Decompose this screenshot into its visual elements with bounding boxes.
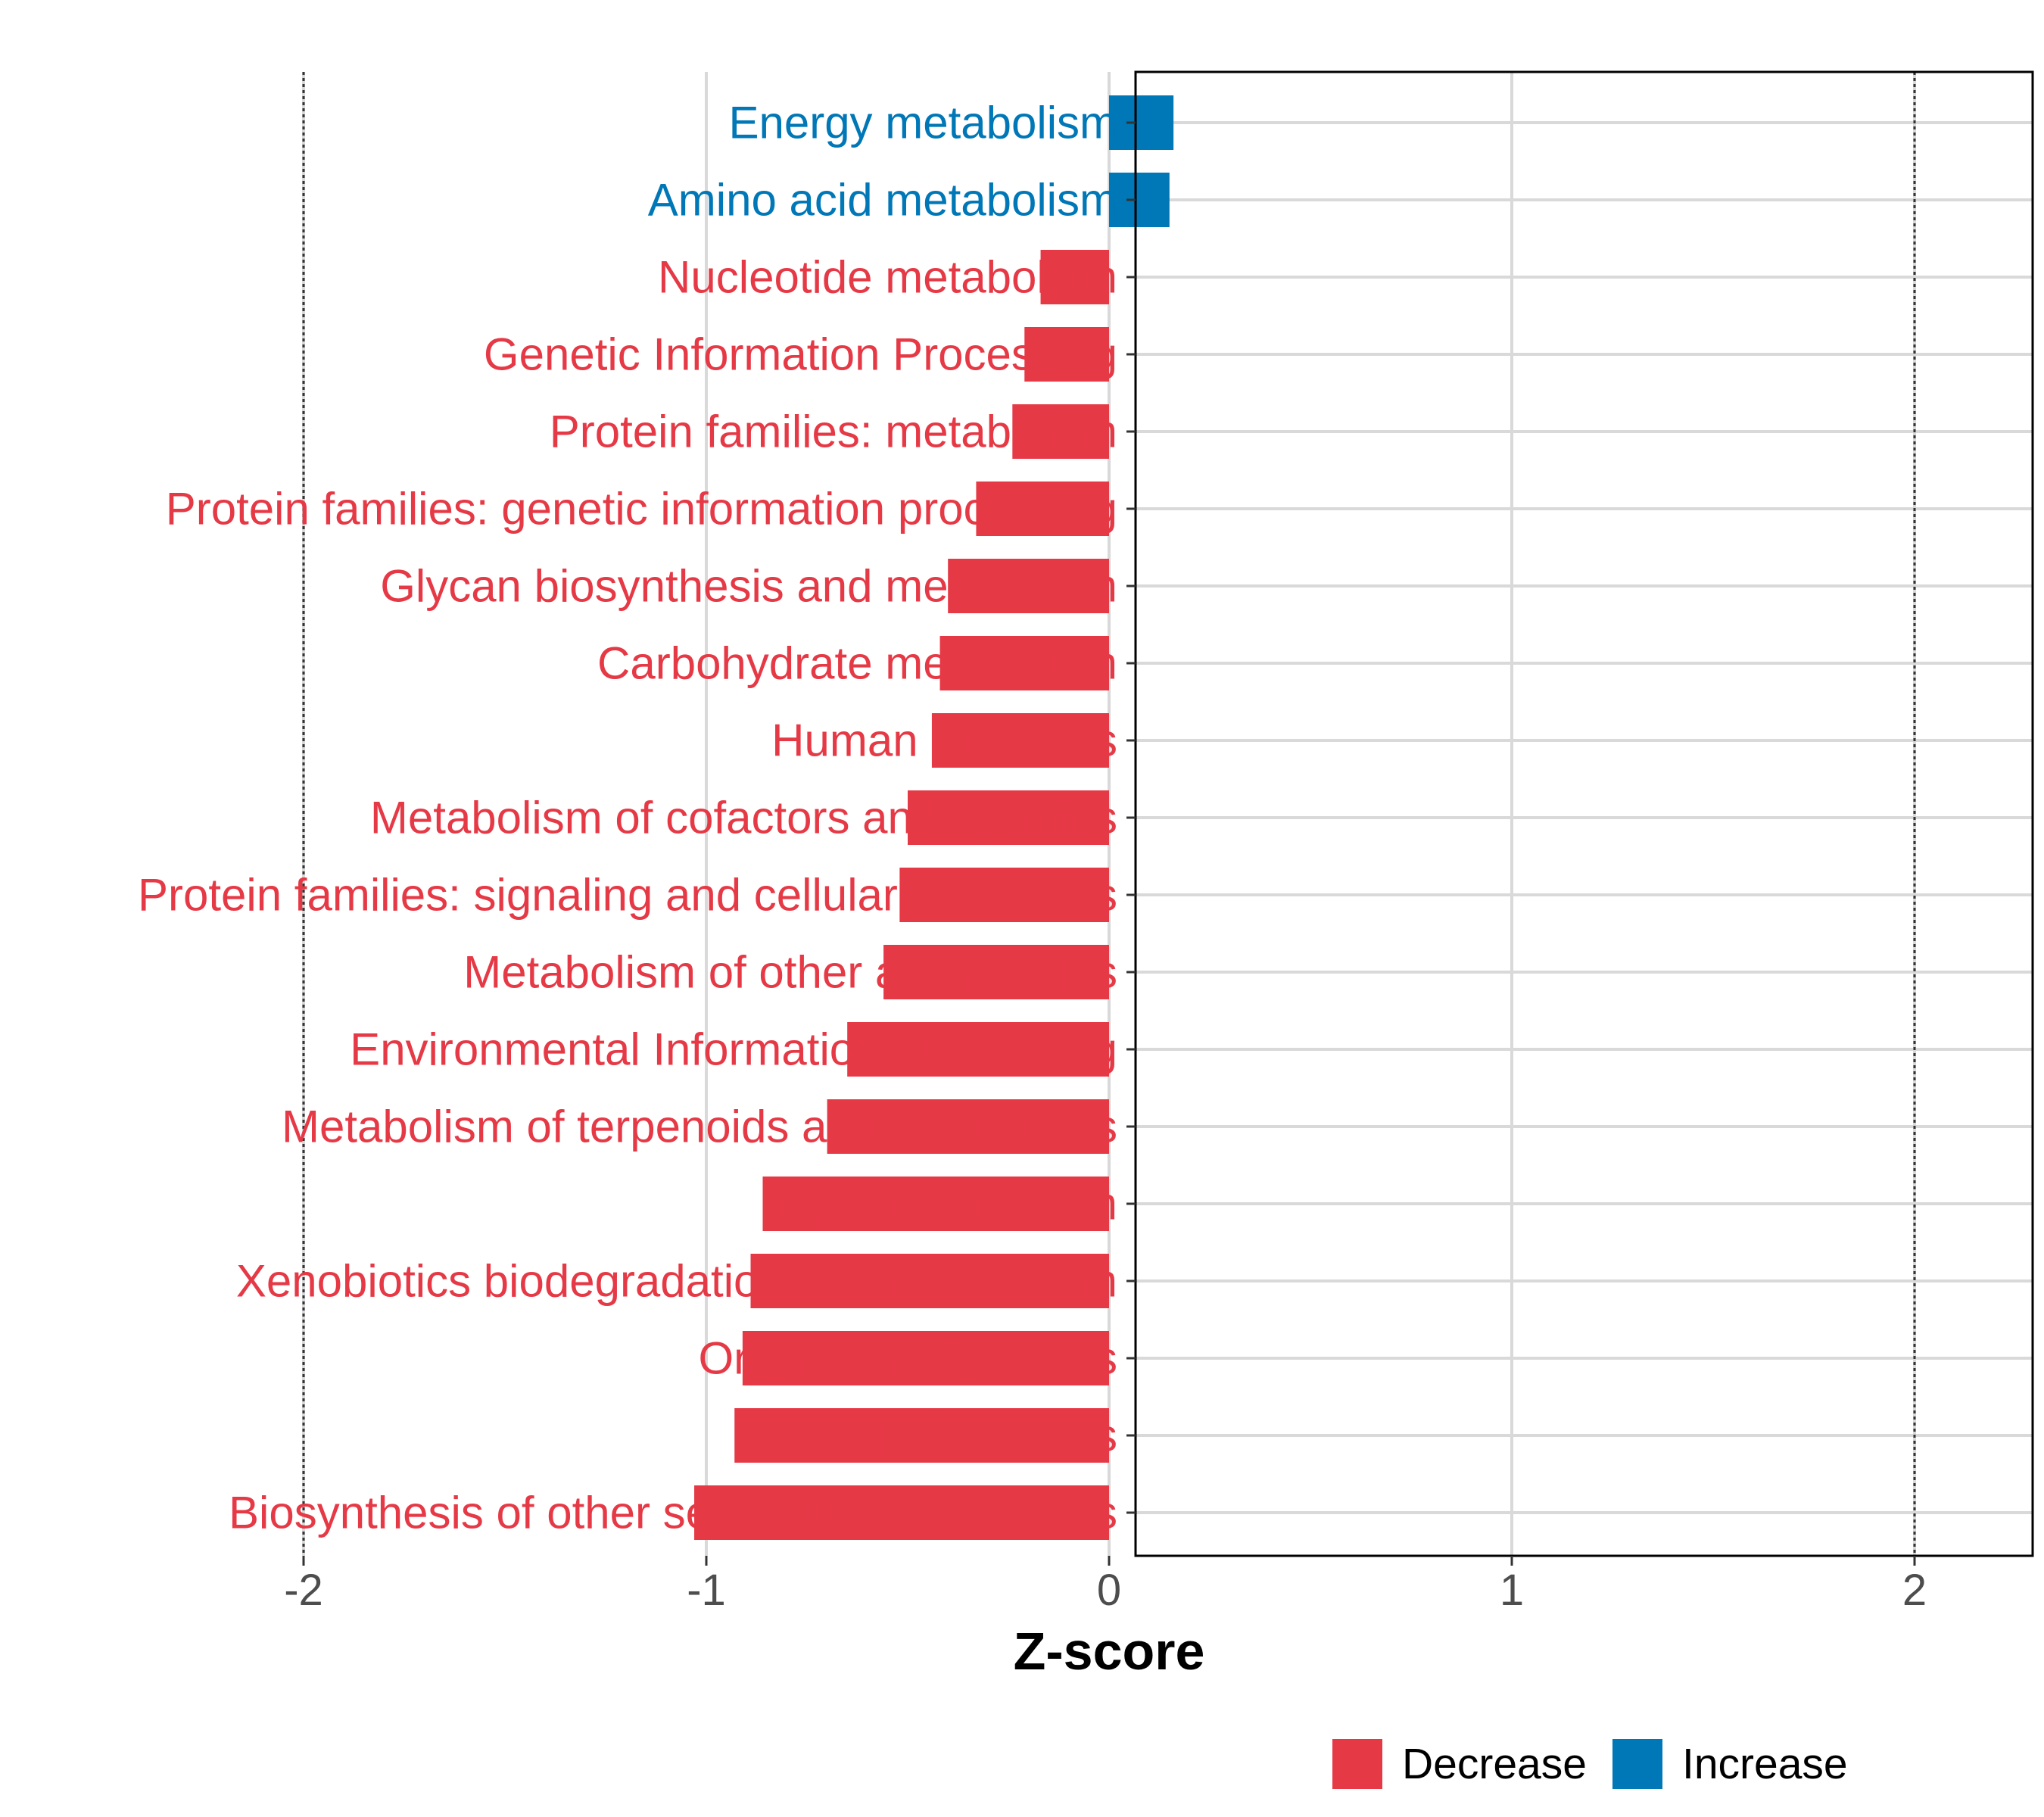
x-tick-label: 0 [1097,1566,1121,1615]
bar-cellular-processes [734,1408,1109,1463]
y-axis-ticks [1126,121,1136,1514]
bar-protein-families-metabolism [1012,404,1109,459]
bar-nucleotide-metabolism [1040,250,1109,304]
category-label: Human Diseases [771,715,1117,766]
reference-lines [302,72,1916,1556]
category-label: Carbohydrate metabolism [597,638,1117,689]
category-label: Protein families: metabolism [550,407,1117,457]
legend-swatch-decrease [1332,1739,1382,1789]
category-label: Glycan biosynthesis and metabolism [380,561,1117,612]
category-label: Energy metabolism [728,98,1117,148]
bar-protein-families-signaling-and-cellular-processes [899,868,1109,922]
category-label: Metabolism of cofactors and vitamins [370,793,1117,843]
bar-human-diseases [931,713,1109,768]
bar-metabolism-of-cofactors-and-vitamins [908,790,1109,845]
x-tick-label: 2 [1902,1566,1927,1615]
category-label: Protein families: genetic information pr… [166,484,1117,535]
category-label: Organismal Systems [699,1333,1117,1384]
category-label: Metabolism of other amino acids [463,947,1117,998]
bars-layer [694,95,1174,1540]
x-tick-label: -1 [687,1566,726,1615]
bar-amino-acid-metabolism [1109,173,1170,227]
category-label: Lipid metabolism [777,1179,1117,1230]
grid-layer [302,72,2033,1556]
category-label: Nucleotide metabolism [658,252,1117,303]
bar-metabolism-of-other-amino-acids [883,945,1109,999]
x-axis: -2 -1 0 1 2 [284,1556,1927,1615]
x-tick-label: -2 [284,1566,323,1615]
legend-swatch-increase [1612,1739,1662,1789]
category-label: Xenobiotics biodegradation and metabolis… [236,1256,1117,1307]
bar-genetic-information-processing [1024,327,1109,382]
bar-lipid-metabolism [762,1177,1109,1231]
x-tick-label: 1 [1500,1566,1524,1615]
category-label: Protein families: signaling and cellular… [138,870,1117,921]
panel-border [1134,70,2034,1557]
category-label: Metabolism of terpenoids and polyketides [282,1102,1117,1152]
bar-carbohydrate-metabolism [939,636,1109,690]
legend: Decrease Increase [1332,1739,1848,1789]
bar-biosynthesis-of-other-secondary-metabolites [694,1485,1109,1540]
legend-label-decrease: Decrease [1402,1740,1587,1788]
category-label: Cellular Processes [739,1410,1117,1461]
category-label: Biosynthesis of other secondary metaboli… [229,1488,1117,1538]
category-label: Amino acid metabolism [648,175,1117,226]
bar-glycan-biosynthesis-and-metabolism [948,559,1109,613]
category-label: Environmental Information Processing [350,1024,1117,1075]
legend-label-increase: Increase [1682,1740,1848,1788]
bar-protein-families-genetic-information-processing [976,482,1109,536]
x-axis-title: Z-score [1014,1622,1205,1681]
bar-xenobiotics-biodegradation-and-metabolism [750,1254,1109,1308]
category-label: Genetic Information Processing [484,329,1117,380]
bar-metabolism-of-terpenoids-and-polyketides [827,1099,1109,1154]
bar-energy-metabolism [1109,95,1174,150]
bar-environmental-information-processing [847,1022,1109,1077]
bar-organismal-systems [742,1331,1109,1385]
y-axis-labels: Energy metabolism Amino acid metabolism Nu… [138,98,1117,1538]
